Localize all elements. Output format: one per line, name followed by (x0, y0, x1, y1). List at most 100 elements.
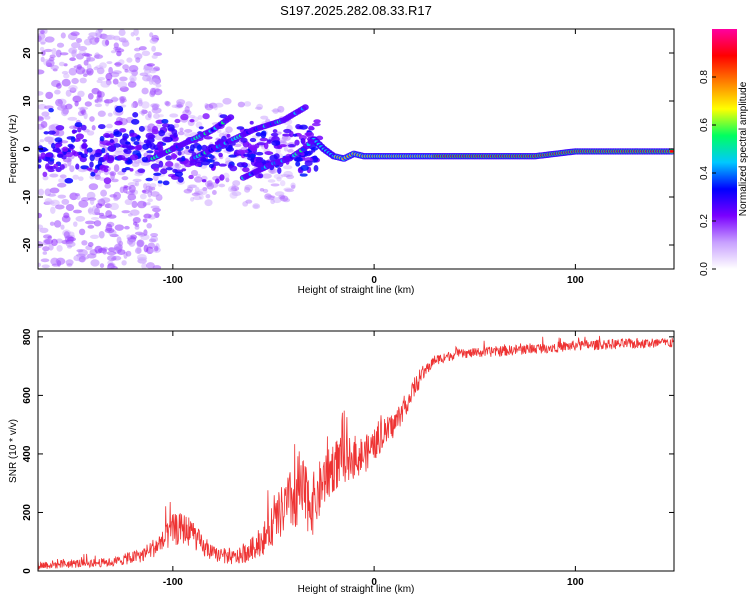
heatmap-cell (181, 168, 187, 172)
heatmap-cell (243, 153, 251, 158)
snr-y-tick-label: 800 (22, 328, 33, 345)
heatmap-cell (129, 132, 138, 138)
heatmap-cell (149, 183, 157, 188)
heatmap-cell (272, 129, 278, 134)
heatmap-cell (48, 108, 54, 113)
heatmap-cell (186, 186, 194, 192)
heatmap-cell (110, 172, 115, 180)
heatmap-cell (49, 221, 55, 226)
heatmap-cell (113, 164, 120, 173)
heatmap-cell (230, 187, 238, 192)
heatmap-cell (88, 32, 98, 37)
heatmap-cell (269, 154, 278, 162)
heatmap-cell (311, 122, 321, 127)
heatmap-cell (129, 168, 134, 172)
heatmap-cell (117, 81, 128, 89)
heatmap-cell (290, 184, 296, 190)
heatmap-cell (41, 50, 46, 56)
heatmap-cell (50, 206, 56, 214)
heatmap-cell (80, 124, 87, 131)
heatmap-cell (165, 161, 174, 168)
heatmap-cell (260, 115, 269, 120)
heatmap-cell (287, 144, 296, 148)
heatmap-cell (95, 202, 103, 209)
colorbar-ticks: 0.0 0.2 0.4 0.6 0.8 (699, 70, 716, 276)
heatmap-cell (49, 173, 59, 178)
figure-title: S197.2025.282.08.33.R17 (280, 3, 432, 18)
heatmap-cell (53, 220, 62, 228)
heatmap-cell (199, 194, 204, 200)
heatmap-cell (146, 150, 154, 154)
heatmap-cell (177, 150, 182, 156)
heatmap-cell (54, 137, 63, 143)
heatmap-cell (266, 140, 272, 144)
heatmap-cell (198, 126, 204, 130)
heatmap-cell (43, 238, 54, 245)
heatmap-cell (149, 142, 156, 150)
heatmap-cell (262, 173, 272, 179)
heatmap-cell (225, 157, 231, 164)
heatmap-cell (149, 87, 157, 96)
heatmap-cell (212, 190, 217, 195)
heatmap-cell (39, 139, 45, 143)
heatmap-cell (71, 42, 81, 49)
heatmap-cell (152, 125, 158, 133)
heatmap-cell (73, 151, 79, 157)
heatmap-cell (283, 165, 293, 170)
heatmap-cell (151, 103, 159, 111)
heatmap-cell (191, 192, 201, 197)
heatmap-cell (78, 249, 88, 257)
spectrogram-y-ticks: -20 -10 0 10 20 (22, 47, 674, 252)
heatmap-cell (44, 115, 51, 120)
heatmap-cell (146, 223, 152, 229)
heatmap-cell (218, 183, 226, 188)
heatmap-cell (157, 114, 164, 118)
heatmap-cell (193, 191, 204, 195)
heatmap-cell (109, 202, 119, 211)
heatmap-cell (71, 77, 79, 85)
heatmap-cell (81, 240, 88, 246)
heatmap-cell (249, 137, 257, 143)
heatmap-cell (184, 106, 190, 113)
heatmap-cell (39, 46, 45, 52)
heatmap-cell (38, 158, 42, 163)
heatmap-cell (171, 104, 179, 109)
heatmap-cell (75, 163, 80, 170)
heatmap-cell (249, 144, 258, 152)
heatmap-cell (55, 125, 65, 131)
heatmap-cell (116, 50, 122, 57)
heatmap-cell (67, 116, 78, 121)
heatmap-cell (128, 145, 134, 149)
heatmap-cell (42, 246, 50, 252)
heatmap-cell (150, 205, 160, 209)
heatmap-cell (55, 98, 63, 107)
heatmap-cell (59, 174, 67, 179)
heatmap-cell (299, 124, 308, 130)
heatmap-cell (264, 193, 272, 200)
heatmap-cell (47, 130, 56, 135)
heatmap-cell (106, 266, 117, 269)
heatmap-cell (292, 133, 298, 137)
heatmap-cell (48, 243, 54, 251)
heatmap-cell (254, 106, 263, 110)
heatmap-cell (40, 258, 50, 263)
heatmap-cell (188, 184, 198, 189)
heatmap-cell (308, 125, 314, 130)
heatmap-cell (54, 89, 61, 95)
heatmap-cell (57, 182, 67, 188)
heatmap-cell (226, 133, 231, 138)
heatmap-cell (41, 111, 50, 117)
heatmap-cell (145, 132, 155, 140)
heatmap-cell (231, 191, 242, 197)
heatmap-cell (44, 198, 53, 205)
heatmap-cell (51, 142, 56, 149)
colorbar-tick-label: 0.8 (699, 70, 710, 84)
heatmap-cell (294, 139, 300, 146)
heatmap-cell (187, 184, 197, 189)
heatmap-cell (272, 108, 280, 114)
heatmap-cell (164, 100, 170, 106)
heatmap-cell (114, 150, 125, 156)
heatmap-cell (74, 100, 79, 107)
colorbar-gradient (712, 29, 737, 269)
heatmap-cell (63, 212, 70, 219)
